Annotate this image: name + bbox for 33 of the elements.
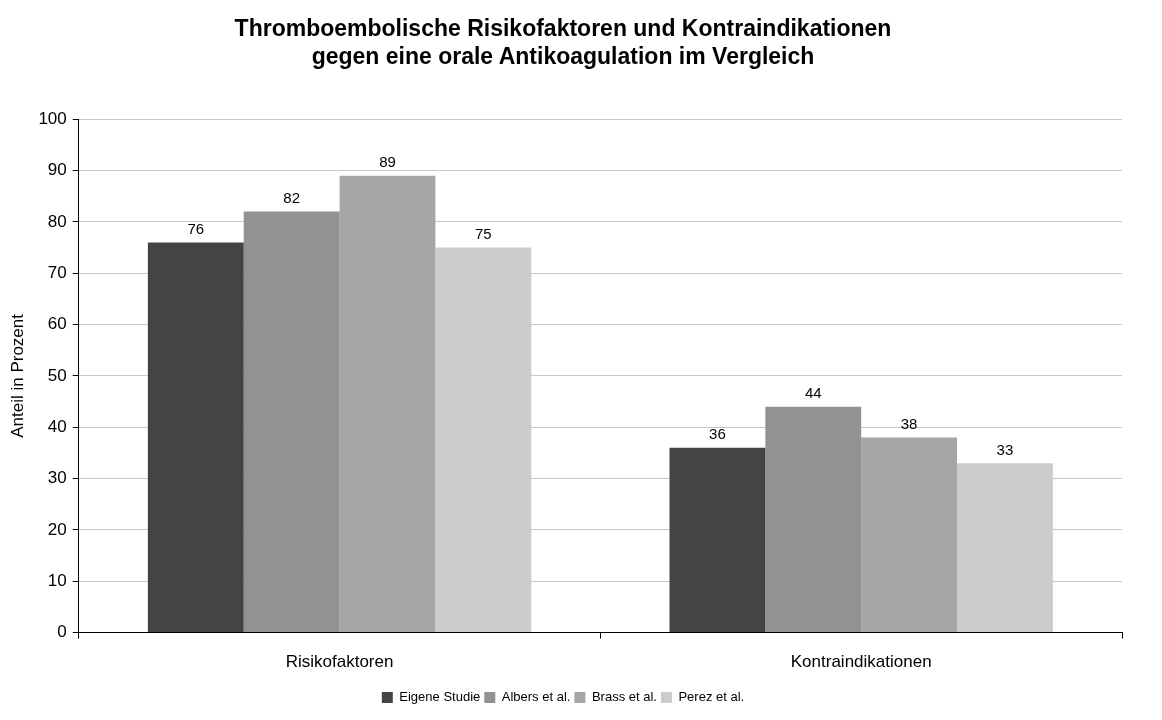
data-label: 33 [996,440,1014,458]
y-tick-label: 80 [47,211,67,231]
bar [765,406,862,633]
data-label: 89 [379,153,396,171]
bar [339,175,436,633]
legend-label: Perez et al. [678,689,745,705]
legend-label: Eigene Studie [399,689,481,705]
y-tick-label: 50 [47,365,67,385]
bar [243,211,340,633]
y-tick-label: 90 [47,160,67,180]
data-label: 36 [709,425,726,443]
y-tick-label: 0 [57,622,67,642]
data-label: 76 [187,220,205,238]
data-label: 44 [804,384,822,402]
chart-title: Thromboembolische Risikofaktoren und Kontraindikationen gegen eine orale Antikoagulation im Vergleich [234,15,892,69]
y-tick-label: 100 [38,108,67,128]
bar [669,447,766,633]
bar [147,242,244,633]
y-tick-label: 10 [47,570,67,590]
bar [861,437,958,633]
data-label: 82 [283,189,300,207]
y-tick-label: 70 [47,262,67,282]
legend-label: Brass et al. [591,689,657,705]
x-tick-label: Risikofaktoren [285,652,394,672]
y-tick-label: 60 [47,314,67,334]
y-tick-label: 20 [47,519,67,539]
y-tick-label: 30 [47,468,67,488]
data-label: 38 [900,415,918,433]
y-axis-title: Anteil in Prozent [7,313,27,438]
data-label: 75 [475,225,492,243]
legend-label: Albers et al. [501,689,571,705]
x-tick-label: Kontraindikationen [790,652,932,672]
y-tick-label: 40 [47,416,67,436]
